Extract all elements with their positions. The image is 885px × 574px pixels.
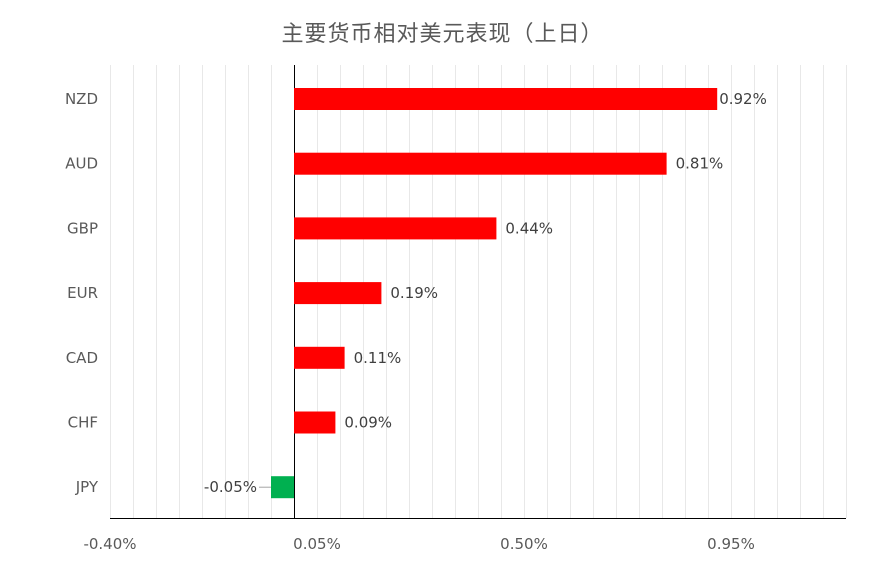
category-label: GBP	[67, 219, 98, 237]
data-label: 0.11%	[354, 349, 402, 367]
data-label: 0.81%	[676, 155, 724, 173]
data-label: 0.09%	[344, 414, 392, 432]
x-tick-label: -0.40%	[83, 535, 136, 553]
bar-nzd	[294, 88, 718, 110]
data-label: 0.44%	[505, 219, 553, 237]
bar-chf	[294, 411, 336, 434]
data-label: 0.19%	[390, 284, 438, 302]
data-label: 0.92%	[719, 90, 767, 108]
data-label: -0.05%	[204, 478, 257, 496]
category-label: EUR	[67, 284, 98, 302]
category-label: AUD	[65, 155, 98, 173]
category-label: CHF	[68, 414, 98, 432]
category-label: JPY	[75, 478, 99, 496]
x-tick-label: 0.05%	[293, 535, 341, 553]
bar-eur	[294, 282, 382, 305]
x-tick-label: 0.50%	[500, 535, 548, 553]
bar-gbp	[294, 217, 497, 240]
bar-aud	[294, 152, 667, 175]
category-label: CAD	[66, 349, 98, 367]
bar-cad	[294, 346, 345, 369]
bar-jpy	[271, 476, 294, 499]
x-tick-label: 0.95%	[707, 535, 755, 553]
chart-title: 主要货币相对美元表现（上日）	[281, 22, 604, 47]
category-label: NZD	[65, 90, 98, 108]
